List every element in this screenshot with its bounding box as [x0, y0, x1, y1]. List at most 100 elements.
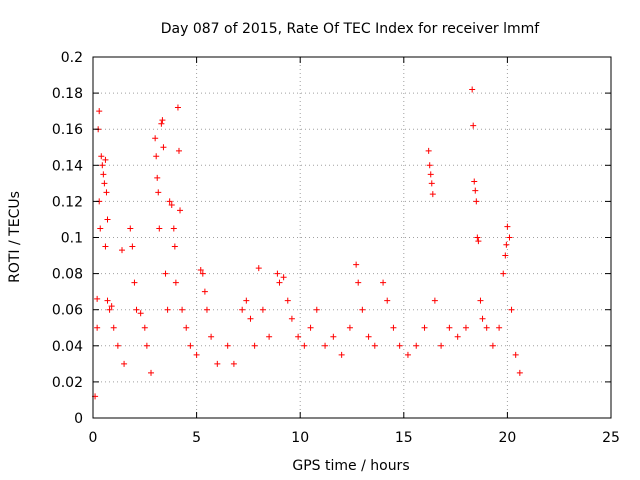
- data-point: [104, 297, 111, 304]
- data-point: [137, 310, 144, 317]
- x-tick-label: 15: [395, 430, 413, 446]
- data-point: [197, 266, 204, 273]
- data-point: [101, 180, 108, 187]
- data-point: [276, 279, 283, 286]
- data-point: [175, 147, 182, 154]
- y-tick-label: 0.14: [52, 158, 83, 174]
- data-point: [179, 306, 186, 313]
- data-point: [162, 270, 169, 277]
- data-point: [322, 342, 329, 349]
- data-point: [500, 270, 507, 277]
- data-point: [170, 225, 177, 232]
- x-tick-labels: 0 5 10 15 20 25: [89, 430, 620, 446]
- data-point: [288, 315, 295, 322]
- data-point: [208, 333, 215, 340]
- data-point: [295, 333, 302, 340]
- y-tick-label: 0: [74, 411, 83, 427]
- y-tick-label: 0.06: [52, 303, 83, 319]
- x-tick-label: 20: [498, 430, 516, 446]
- data-point: [94, 324, 101, 331]
- data-point: [156, 225, 163, 232]
- data-point: [371, 342, 378, 349]
- data-point: [483, 324, 490, 331]
- x-tick-label: 25: [602, 430, 620, 446]
- data-point: [133, 306, 140, 313]
- data-point: [346, 324, 353, 331]
- data-point: [104, 216, 111, 223]
- data-point: [141, 324, 148, 331]
- data-point: [177, 207, 184, 214]
- data-point: [172, 279, 179, 286]
- data-point: [214, 360, 221, 367]
- x-tick-label: 10: [291, 430, 309, 446]
- data-point: [474, 234, 481, 241]
- data-point: [255, 265, 262, 272]
- data-point: [413, 342, 420, 349]
- data-point: [284, 297, 291, 304]
- data-point: [274, 270, 281, 277]
- data-point: [470, 122, 477, 129]
- data-point: [426, 162, 433, 169]
- data-point: [152, 135, 159, 142]
- data-point: [154, 174, 161, 181]
- data-point: [380, 279, 387, 286]
- data-point: [102, 156, 109, 163]
- data-point: [203, 306, 210, 313]
- data-point: [425, 147, 432, 154]
- data-point: [201, 288, 208, 295]
- data-point: [166, 198, 173, 205]
- data-point: [446, 324, 453, 331]
- data-point: [96, 108, 103, 115]
- data-point: [469, 86, 476, 93]
- data-point: [471, 178, 478, 185]
- data-point: [396, 342, 403, 349]
- data-point: [103, 189, 110, 196]
- data-point: [462, 324, 469, 331]
- data-point: [280, 274, 287, 281]
- data-point: [187, 342, 194, 349]
- data-point: [224, 342, 231, 349]
- chart-title: Day 087 of 2015, Rate Of TEC Index for r…: [161, 21, 541, 37]
- y-tick-label: 0.02: [52, 375, 83, 391]
- data-point: [129, 243, 136, 250]
- data-point: [504, 223, 511, 230]
- data-point: [108, 303, 115, 310]
- y-tick-label: 0.2: [61, 50, 83, 66]
- data-point: [100, 171, 107, 178]
- y-axis-label: ROTI / TECUs: [7, 191, 23, 283]
- data-point: [251, 342, 258, 349]
- data-point: [155, 189, 162, 196]
- y-tick-label: 0.08: [52, 267, 83, 283]
- data-point: [114, 342, 121, 349]
- data-point: [338, 351, 345, 358]
- data-point: [404, 351, 411, 358]
- data-point: [355, 279, 362, 286]
- data-point: [106, 306, 113, 313]
- y-tick-label: 0.16: [52, 122, 83, 138]
- data-point: [390, 324, 397, 331]
- data-point: [307, 324, 314, 331]
- data-point: [143, 342, 150, 349]
- data-point: [330, 333, 337, 340]
- data-point: [477, 297, 484, 304]
- y-tick-labels: 0 0.02 0.04 0.06 0.08 0.1 0.12 0.14 0.16 0.18 0.2: [52, 50, 83, 427]
- data-point: [313, 306, 320, 313]
- data-point: [438, 342, 445, 349]
- y-tick-label: 0.1: [61, 231, 83, 247]
- data-point: [239, 306, 246, 313]
- data-point: [301, 342, 308, 349]
- data-point: [98, 153, 105, 160]
- data-point: [102, 243, 109, 250]
- data-point: [473, 198, 480, 205]
- data-point: [199, 270, 206, 277]
- data-point: [158, 120, 165, 127]
- y-tick-label: 0.04: [52, 339, 83, 355]
- data-point: [121, 360, 128, 367]
- data-point: [454, 333, 461, 340]
- data-point: [428, 180, 435, 187]
- data-point: [506, 234, 513, 241]
- x-axis-label: GPS time / hours: [292, 458, 409, 474]
- grid-lines: [93, 57, 611, 418]
- data-point: [127, 225, 134, 232]
